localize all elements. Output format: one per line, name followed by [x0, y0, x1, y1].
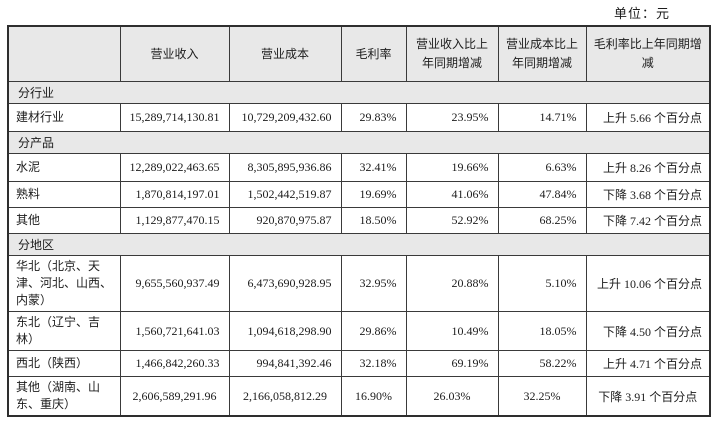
cell-cost-yoy: 6.63% [497, 153, 587, 182]
table-row: 华北（北京、天津、河北、山西、内蒙） 9,655,560,937.49 6,473,… [7, 255, 711, 312]
cell-cost-yoy: 47.84% [497, 181, 587, 208]
cell-revenue: 9,655,560,937.49 [119, 255, 230, 312]
unit-label: 单位：元 [613, 6, 670, 21]
cell-margin-yoy: 下降 4.50 个百分点 [585, 311, 711, 351]
table-row: 其他（湖南、山东、重庆） 2,606,589,291.96 2,166,058,81… [7, 376, 711, 417]
column-header: 毛利率比上年同期增减 [585, 25, 711, 82]
cell-gross-margin: 32.95% [340, 255, 407, 312]
table-row: 建材行业 15,289,714,130.81 10,729,209,432.60 29… [7, 103, 711, 132]
cell-cost: 8,305,895,936.86 [228, 153, 342, 182]
cell-revenue: 1,466,842,260.33 [119, 350, 230, 377]
section-row: 分产品 [7, 131, 711, 154]
cell-cost-yoy: 14.71% [497, 103, 587, 132]
column-header: 营业收入 [119, 25, 230, 82]
column-header: 营业成本 [228, 25, 342, 82]
column-header: 营业收入比上年同期增减 [405, 25, 499, 82]
cell-cost: 6,473,690,928.95 [228, 255, 342, 312]
cell-cost: 10,729,209,432.60 [228, 103, 342, 132]
cell-revenue: 15,289,714,130.81 [119, 103, 230, 132]
table-row: 西北（陕西） 1,466,842,260.33 994,841,392.46 32.1… [7, 350, 711, 377]
cell-revenue: 1,870,814,197.01 [119, 181, 230, 208]
cell-gross-margin: 32.18% [340, 350, 407, 377]
cell-cost-yoy: 68.25% [497, 207, 587, 234]
section-row-label: 分行业 [7, 81, 711, 104]
column-header-blank [7, 25, 121, 82]
cell-cost: 1,502,442,519.87 [228, 181, 342, 208]
table-body: 分行业 建材行业 15,289,714,130.81 10,729,209,432.6… [7, 81, 711, 417]
cell-revenue-yoy: 26.03% [405, 376, 499, 417]
cell-cost: 1,094,618,298.90 [228, 311, 342, 351]
column-header: 营业成本比上年同期增减 [497, 25, 587, 82]
cell-revenue-yoy: 10.49% [405, 311, 499, 351]
cell-category: 水泥 [7, 153, 121, 182]
cell-revenue: 2,606,589,291.96 [119, 376, 230, 417]
cell-margin-yoy: 上升 4.71 个百分点 [585, 350, 711, 377]
cell-revenue: 12,289,022,463.65 [119, 153, 230, 182]
cell-category: 东北（辽宁、吉林） [7, 311, 121, 351]
cell-gross-margin: 29.86% [340, 311, 407, 351]
cell-cost-yoy: 32.25% [497, 376, 587, 417]
cell-margin-yoy: 上升 8.26 个百分点 [585, 153, 711, 182]
cell-gross-margin: 19.69% [340, 181, 407, 208]
cell-gross-margin: 32.41% [340, 153, 407, 182]
cell-revenue: 1,560,721,641.03 [119, 311, 230, 351]
table-row: 东北（辽宁、吉林） 1,560,721,641.03 1,094,618,298.9… [7, 311, 711, 351]
section-row-label: 分地区 [7, 233, 711, 256]
header-row: 营业收入 营业成本 毛利率 营业收入比上年同期增减 营业成本比上年同期增减 毛利率比上年同… [7, 25, 711, 82]
table-row: 其他 1,129,877,470.15 920,870,975.87 18.50% 52… [7, 207, 711, 234]
table-row: 熟料 1,870,814,197.01 1,502,442,519.87 19.69%… [7, 181, 711, 208]
cell-revenue-yoy: 20.88% [405, 255, 499, 312]
cell-category: 其他（湖南、山东、重庆） [7, 376, 121, 417]
cell-margin-yoy: 下降 3.68 个百分点 [585, 181, 711, 208]
cell-cost-yoy: 58.22% [497, 350, 587, 377]
cell-cost: 2,166,058,812.29 [228, 376, 342, 417]
cell-cost-yoy: 5.10% [497, 255, 587, 312]
section-row: 分行业 [7, 81, 711, 104]
cell-category: 西北（陕西） [7, 350, 121, 377]
cell-gross-margin: 16.90% [340, 376, 407, 417]
cell-cost-yoy: 18.05% [497, 311, 587, 351]
column-header: 毛利率 [340, 25, 407, 82]
cell-margin-yoy: 上升 5.66 个百分点 [585, 103, 711, 132]
section-row: 分地区 [7, 233, 711, 256]
cell-category: 建材行业 [7, 103, 121, 132]
cell-category: 熟料 [7, 181, 121, 208]
table-header: 营业收入 营业成本 毛利率 营业收入比上年同期增减 营业成本比上年同期增减 毛利率比上年同… [7, 25, 711, 82]
cell-revenue-yoy: 69.19% [405, 350, 499, 377]
cell-gross-margin: 18.50% [340, 207, 407, 234]
cell-category: 华北（北京、天津、河北、山西、内蒙） [7, 255, 121, 312]
cell-cost: 994,841,392.46 [228, 350, 342, 377]
cell-revenue-yoy: 23.95% [405, 103, 499, 132]
cell-revenue-yoy: 41.06% [405, 181, 499, 208]
cell-gross-margin: 29.83% [340, 103, 407, 132]
cell-margin-yoy: 下降 3.91 个百分点 [585, 376, 711, 417]
cell-revenue: 1,129,877,470.15 [119, 207, 230, 234]
table-row: 水泥 12,289,022,463.65 8,305,895,936.86 32.41… [7, 153, 711, 182]
cell-margin-yoy: 上升 10.06 个百分点 [585, 255, 711, 312]
section-row-label: 分产品 [7, 131, 711, 154]
cell-cost: 920,870,975.87 [228, 207, 342, 234]
cell-margin-yoy: 下降 7.42 个百分点 [585, 207, 711, 234]
cell-revenue-yoy: 52.92% [405, 207, 499, 234]
cell-category: 其他 [7, 207, 121, 234]
cell-revenue-yoy: 19.66% [405, 153, 499, 182]
segment-results-table: 营业收入 营业成本 毛利率 营业收入比上年同期增减 营业成本比上年同期增减 毛利率比上年同… [7, 25, 711, 417]
